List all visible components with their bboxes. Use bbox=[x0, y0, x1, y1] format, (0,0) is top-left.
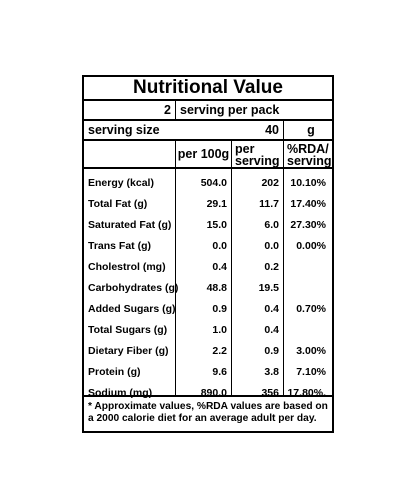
per-serving-cell: 0.4 bbox=[264, 324, 279, 336]
rda-cell: 17.40% bbox=[290, 198, 326, 210]
nutrient-name-cell: Energy (kcal) bbox=[88, 177, 154, 189]
rda-cell: 3.00% bbox=[296, 345, 326, 357]
rda-cell bbox=[284, 320, 332, 341]
rda-cell bbox=[284, 278, 332, 299]
nutrient-name-cell: Protein (g) bbox=[88, 366, 141, 378]
rda-header: %RDA/ serving bbox=[284, 141, 332, 169]
rda-cell: 27.30% bbox=[290, 219, 326, 231]
footnote: * Approximate values, %RDA values are ba… bbox=[88, 401, 328, 424]
per-100g-cell: 504.0 bbox=[200, 177, 227, 189]
per-serving-cell: 0.4 bbox=[264, 303, 279, 315]
rda-cell bbox=[284, 257, 332, 278]
per-100g-cell: 9.6 bbox=[212, 366, 227, 378]
nutrition-label: Nutritional Value 2 serving per pack ser… bbox=[82, 75, 334, 433]
servings-per-pack-label: serving per pack bbox=[180, 103, 280, 117]
per-serving-cell: 11.7 bbox=[259, 198, 279, 210]
per-serving-cell: 6.0 bbox=[264, 219, 279, 231]
rda-cell: 10.10% bbox=[290, 177, 326, 189]
label-title: Nutritional Value bbox=[84, 77, 332, 101]
rda-cell: 0.00% bbox=[296, 240, 326, 252]
per-serving-cell: 0.9 bbox=[264, 345, 279, 357]
nutrient-name-cell: Total Fat (g) bbox=[88, 198, 148, 210]
nutrient-name-cell: Dietary Fiber (g) bbox=[88, 345, 169, 357]
per-100g-cell: 15.0 bbox=[206, 219, 227, 231]
rda-header-line1: %RDA/ bbox=[287, 142, 329, 156]
per-100g-header: per 100g bbox=[176, 141, 231, 169]
per-serving-column: per serving 202 11.7 6.0 0.0 0.2 19.5 0.4 0.4 0.… bbox=[232, 141, 284, 399]
rda-cell: 0.70% bbox=[296, 303, 326, 315]
per-100g-cell: 0.4 bbox=[212, 261, 227, 273]
nutrient-name-cell: Total Sugars (g) bbox=[88, 324, 168, 336]
serving-size-value: 40 bbox=[226, 121, 284, 139]
per-serving-header: per serving bbox=[232, 141, 283, 169]
rda-cell: 17.80%. bbox=[287, 387, 326, 399]
servings-per-pack-row: 2 serving per pack bbox=[84, 101, 332, 121]
rda-header-line2: serving bbox=[287, 154, 332, 168]
per-100g-cell: 29.1 bbox=[206, 198, 227, 210]
serving-size-unit: g bbox=[307, 123, 315, 137]
rda-cell: 7.10% bbox=[296, 366, 326, 378]
nutrient-table: Energy (kcal) Total Fat (g) Saturated Fat … bbox=[84, 141, 332, 399]
per-serving-header-line2: serving bbox=[235, 154, 280, 168]
per-serving-cell: 0.0 bbox=[264, 240, 279, 252]
nutrient-name-cell: Cholestrol (mg) bbox=[88, 261, 166, 273]
per-serving-cell: 356 bbox=[261, 387, 279, 399]
nutrient-name-cell: Saturated Fat (g) bbox=[88, 219, 172, 231]
per-serving-cell: 19.5 bbox=[258, 282, 279, 294]
per-100g-cell: 48.8 bbox=[206, 282, 227, 294]
servings-per-pack-value: 2 bbox=[84, 101, 176, 119]
nutrient-name-column: Energy (kcal) Total Fat (g) Saturated Fat … bbox=[84, 141, 179, 399]
nutrient-name-header bbox=[84, 141, 175, 169]
per-serving-cell: 3.8 bbox=[264, 366, 279, 378]
nutrient-name-cell: Added Sugars (g) bbox=[88, 303, 176, 315]
per-serving-cell: 202 bbox=[261, 177, 279, 189]
nutrient-name-cell: Sodium (mg) bbox=[88, 387, 153, 399]
per-100g-cell: 0.0 bbox=[212, 240, 227, 252]
per-100g-cell: 890.0 bbox=[200, 387, 227, 399]
per-100g-cell: 0.9 bbox=[212, 303, 227, 315]
per-100g-column: per 100g 504.0 29.1 15.0 0.0 0.4 48.8 0.9 1.0 2.… bbox=[176, 141, 232, 399]
serving-size-label: serving size bbox=[88, 123, 160, 137]
serving-size-row: serving size 40 g bbox=[84, 121, 332, 141]
per-100g-cell: 2.2 bbox=[212, 345, 227, 357]
nutrient-name-cell: Trans Fat (g) bbox=[88, 240, 152, 252]
per-serving-header-line1: per bbox=[235, 142, 255, 156]
rda-column: %RDA/ serving 10.10% 17.40% 27.30% 0.00% 0.7… bbox=[284, 141, 332, 399]
per-serving-cell: 0.2 bbox=[264, 261, 279, 273]
nutrient-name-cell: Carbohydrates (g) bbox=[88, 282, 179, 294]
per-100g-cell: 1.0 bbox=[212, 324, 227, 336]
